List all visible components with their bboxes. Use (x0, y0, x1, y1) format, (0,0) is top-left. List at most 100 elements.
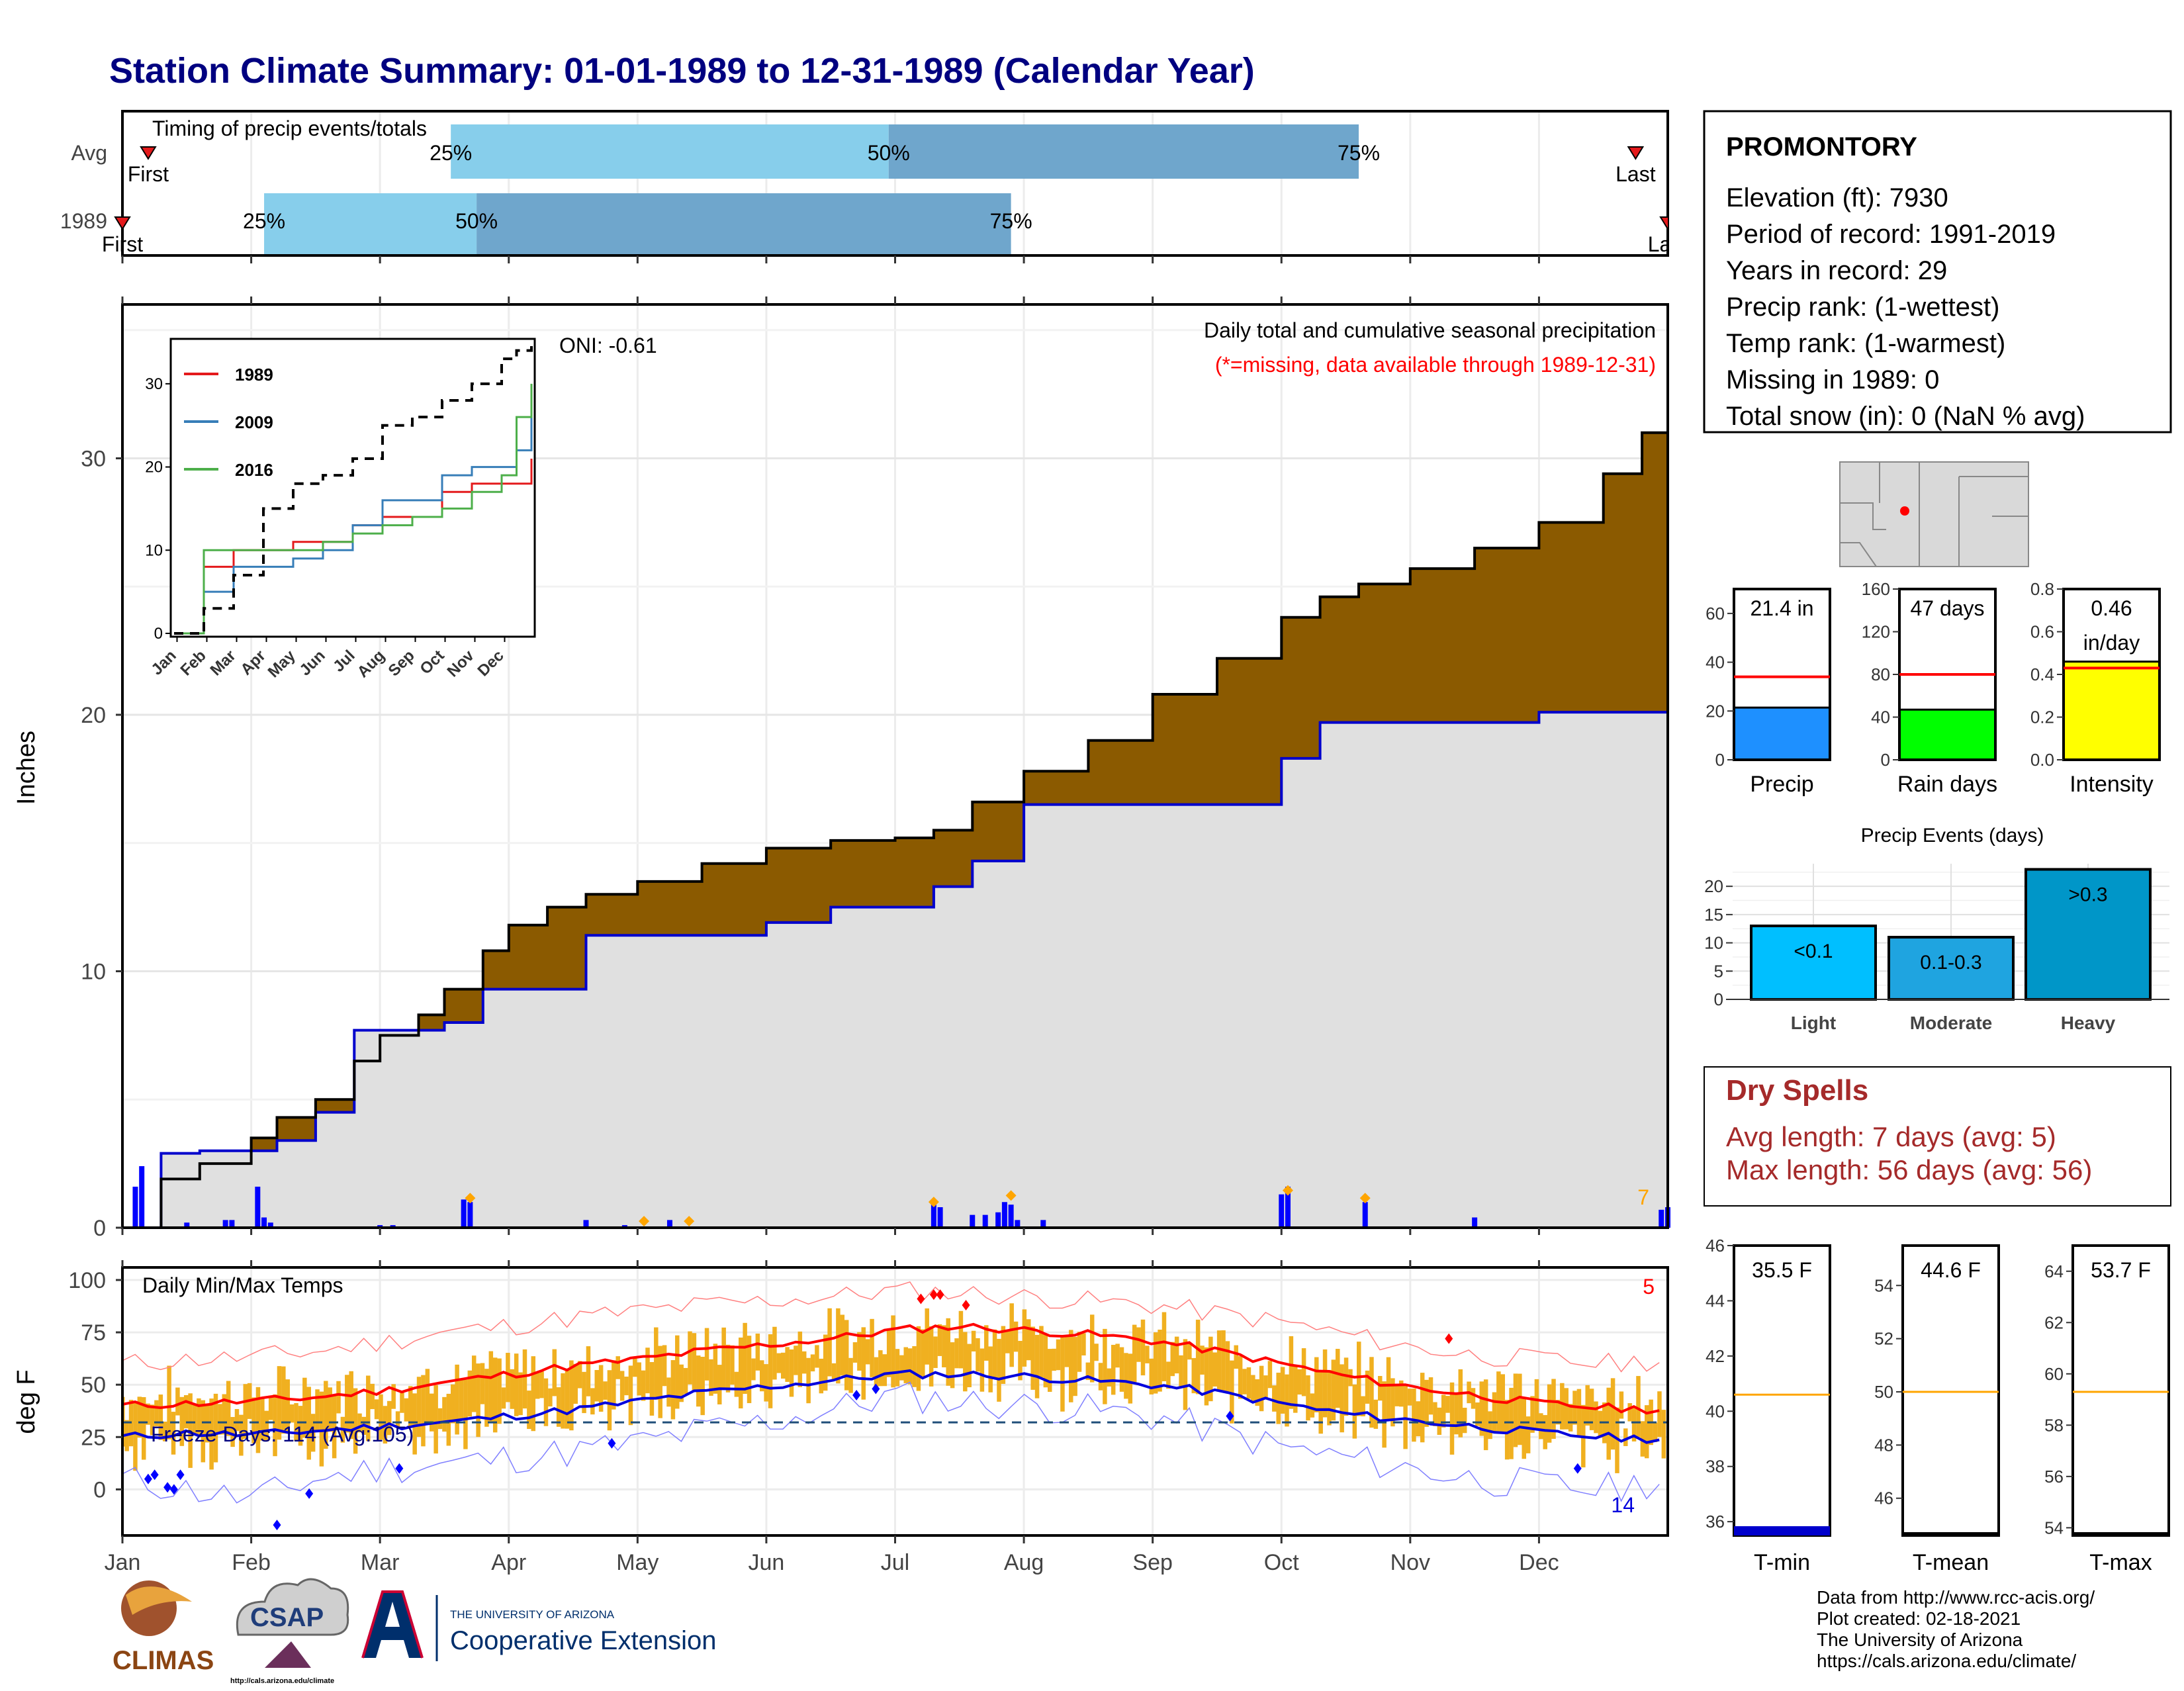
station-name: PROMONTORY (1726, 132, 1917, 161)
daily-temp-range-bar (1136, 1327, 1141, 1362)
temp-summary-y-tick-label: 58 (2044, 1415, 2064, 1435)
daily-temp-range-bar (886, 1329, 891, 1377)
daily-temp-range-bar (1661, 1410, 1666, 1459)
daily-temp-range-bar (1301, 1348, 1306, 1396)
daily-temp-range-bar (1246, 1367, 1251, 1399)
daily-temp-range-bar (416, 1377, 422, 1438)
uofa-logo-top-text: THE UNIVERSITY OF ARIZONA (450, 1608, 615, 1621)
daily-temp-range-bar (527, 1391, 531, 1430)
daily-temp-range-bar (1551, 1379, 1556, 1440)
daily-temp-range-bar (476, 1363, 480, 1438)
timing-row-label-year: 1989 (60, 209, 107, 233)
daily-temp-range-bar (1369, 1357, 1374, 1428)
daily-temp-range-bar (797, 1331, 803, 1387)
daily-temp-range-bar (921, 1329, 925, 1377)
precip-corner-count: 7 (1637, 1185, 1649, 1209)
daily-temp-range-bar (1191, 1357, 1197, 1394)
extreme-precip-marker (1359, 1193, 1371, 1204)
daily-temp-range-bar (1449, 1382, 1455, 1455)
daily-temp-range-bar (1225, 1341, 1230, 1393)
inset-y-tick-label: 30 (145, 375, 163, 393)
daily-temp-range-bar (709, 1359, 713, 1396)
temp-summary-y-tick-label: 56 (2044, 1467, 2064, 1486)
daily-precip-bar (267, 1222, 273, 1228)
daily-temp-range-bar (827, 1308, 832, 1377)
daily-temp-range-bar (594, 1370, 599, 1402)
daily-temp-range-bar (831, 1363, 837, 1381)
daily-temp-range-bar (755, 1333, 760, 1371)
station-info-box: PROMONTORY Elevation (ft): 7930 Period o… (1703, 110, 2172, 434)
daily-temp-range-bar (565, 1368, 570, 1429)
daily-temp-range-bar (1361, 1396, 1365, 1416)
extreme-precip-marker (1282, 1185, 1293, 1196)
record-low-marker (1226, 1410, 1234, 1422)
summary-bar-value-label: 21.4 in (1750, 596, 1813, 620)
summary-bar-y-tick-label: 0.2 (2030, 708, 2054, 727)
month-tick-label: Jun (749, 1550, 785, 1575)
temp-summary-value-label: 53.7 F (2091, 1258, 2151, 1282)
events-y-tick-label: 0 (1714, 989, 1723, 1009)
timing-panel: Timing of precip events/totals Avg 1989 … (60, 110, 1669, 257)
month-tick-label: Apr (491, 1550, 526, 1575)
daily-temp-range-bar (836, 1308, 841, 1384)
daily-temp-range-bar (704, 1328, 709, 1381)
record-low-marker (872, 1383, 880, 1394)
daily-temp-range-bar (497, 1358, 502, 1424)
daily-precip-bar (1285, 1187, 1291, 1228)
month-tick-label: Sep (1132, 1550, 1173, 1575)
daily-temp-range-bar (1119, 1347, 1124, 1392)
last-event-marker (1659, 216, 1668, 230)
daily-temp-range-bar (1441, 1394, 1446, 1428)
timing-first-label: First (128, 162, 169, 186)
daily-temp-range-bar (1276, 1373, 1281, 1424)
daily-temp-range-bar (963, 1332, 968, 1392)
temp-summary-value-label: 35.5 F (1752, 1258, 1812, 1282)
month-tick-label: Nov (1390, 1550, 1430, 1575)
daily-temp-range-bar (971, 1330, 976, 1351)
daily-temp-range-bar (408, 1386, 413, 1428)
daily-temp-range-bar (171, 1412, 176, 1455)
dry-spells-max-length: Max length: 56 days (avg: 56) (1726, 1154, 2092, 1185)
daily-temp-range-bar (137, 1396, 142, 1438)
daily-temp-range-bar (395, 1411, 400, 1428)
daily-temp-range-bar (1428, 1377, 1433, 1415)
daily-temp-range-bar (442, 1396, 447, 1432)
daily-temp-range-bar (255, 1387, 261, 1453)
daily-temp-range-bar (1039, 1326, 1044, 1378)
daily-temp-range-bar (882, 1354, 887, 1387)
daily-temp-range-bar (510, 1369, 515, 1409)
daily-temp-range-bar (162, 1422, 167, 1441)
daily-temp-range-bar (1034, 1334, 1040, 1398)
dry-spells-title: Dry Spells (1726, 1074, 1868, 1107)
month-tick-label: Mar (361, 1550, 400, 1575)
daily-temp-range-bar (768, 1334, 773, 1408)
daily-temp-range-bar (379, 1394, 383, 1440)
summary-bar-value (2062, 661, 2161, 761)
daily-temp-range-bar (412, 1393, 417, 1455)
daily-precip-bar (184, 1222, 190, 1228)
daily-temp-range-bar (1068, 1330, 1073, 1402)
daily-temp-range-bar (353, 1388, 358, 1454)
climas-logo: CLIMAS (113, 1580, 214, 1675)
temp-y-tick-label: 75 (81, 1320, 106, 1346)
daily-temp-range-bar (1306, 1375, 1310, 1421)
summary-bar-y-tick-label: 0.0 (2030, 750, 2054, 770)
daily-temp-range-bar (234, 1408, 240, 1432)
daily-temp-range-bar (1331, 1359, 1336, 1421)
events-y-tick-label: 5 (1714, 961, 1723, 981)
daily-temp-range-bar (543, 1378, 549, 1426)
daily-precip-bar (1001, 1202, 1007, 1228)
daily-temp-range-bar (467, 1370, 473, 1417)
daily-temp-range-bar (167, 1365, 171, 1440)
daily-temp-range-bar (1483, 1379, 1488, 1451)
daily-temp-range-bar (1390, 1378, 1395, 1427)
state-boundaries (1840, 462, 2029, 567)
daily-temp-range-bar (425, 1369, 430, 1424)
daily-temp-range-bar (1043, 1334, 1048, 1388)
timing-label-q75: 75% (1338, 141, 1380, 165)
csap-logo-url: http://cals.arizona.edu/climate (230, 1677, 334, 1685)
daily-temp-range-bar (336, 1381, 341, 1414)
temp-summary-y-tick-label: 36 (1706, 1512, 1725, 1531)
daily-temp-range-bar (1183, 1339, 1188, 1410)
